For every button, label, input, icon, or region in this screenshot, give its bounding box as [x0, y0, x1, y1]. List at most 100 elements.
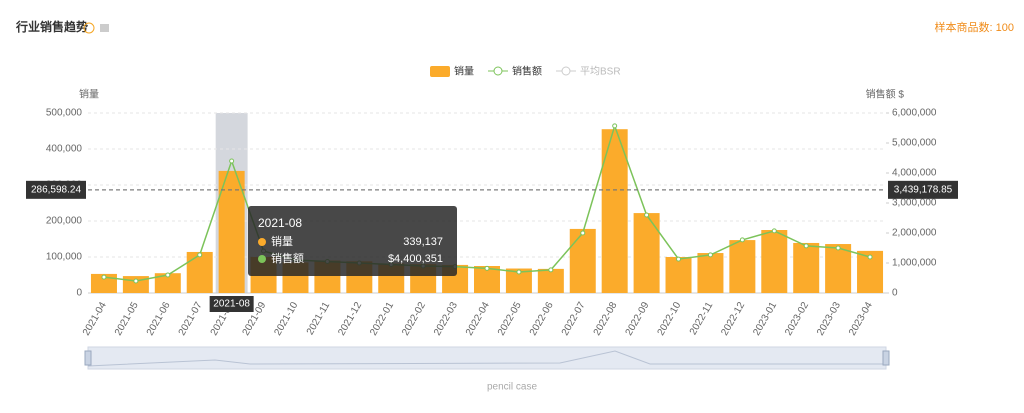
zoom-slider[interactable] [87, 346, 887, 370]
y-tick-label: 100,000 [46, 252, 83, 263]
mark-label-bg [26, 180, 86, 199]
line-point [676, 256, 682, 262]
slider-handle[interactable] [84, 350, 92, 366]
x-tick-label: 2022-07 [560, 300, 588, 338]
x-tick-label: 2021-12 [336, 300, 364, 338]
x-tick-label: 2022-03 [432, 300, 460, 338]
help-icon[interactable] [83, 22, 95, 34]
bar [825, 244, 852, 293]
bar [154, 273, 181, 293]
bar [537, 268, 564, 293]
axis-pointer-label: 2021-08 [213, 299, 250, 310]
bar [761, 230, 788, 293]
y2-tick-label: 5,000,000 [892, 138, 937, 149]
legend-swatch [493, 66, 503, 76]
y2-tick-label: 1,000,000 [892, 258, 937, 269]
legend-label[interactable]: 销售额 [512, 65, 542, 78]
slider-label: pencil case [487, 382, 537, 393]
line-point [133, 278, 139, 284]
x-tick-label: 2022-11 [688, 300, 716, 337]
line-point [803, 243, 809, 249]
x-tick-label: 2022-04 [464, 300, 492, 338]
line-point [835, 245, 841, 251]
y2-tick-label: 3,000,000 [892, 198, 937, 209]
slider-preview [87, 350, 886, 367]
bar [90, 273, 117, 293]
bar [665, 257, 692, 293]
mark-label-bg [888, 180, 958, 199]
line-point [644, 212, 650, 218]
video-icon[interactable] [100, 24, 109, 32]
x-tick-label: 2021-05 [113, 300, 141, 338]
bar [218, 170, 245, 293]
bar [569, 228, 596, 293]
line-point [771, 228, 777, 234]
sample-count: 样本商品数: 100 [935, 20, 1014, 34]
bar [601, 129, 628, 293]
tooltip: 2021-08 销量 339,137 销售额 $4,400,351 [248, 206, 457, 276]
x-tick-label: 2021-04 [81, 300, 109, 338]
x-tick-label: 2021-07 [177, 300, 205, 338]
x-tick-label: 2023-03 [815, 300, 843, 338]
x-tick-label: 2022-09 [624, 300, 652, 338]
line-point [707, 252, 713, 258]
y2-axis-label: 销售额 $ [866, 88, 905, 101]
legend-swatch [561, 66, 571, 76]
y-tick-label: 500,000 [46, 108, 83, 119]
x-tick-label: 2022-10 [656, 300, 684, 338]
legend-label[interactable]: 销量 [454, 65, 474, 78]
y-tick-label: 0 [76, 288, 82, 299]
x-tick-label: 2023-04 [847, 300, 875, 338]
y2-tick-label: 6,000,000 [892, 108, 937, 119]
bar [793, 242, 820, 293]
line-point [101, 274, 107, 280]
slider-handle[interactable] [882, 350, 890, 366]
line-point [612, 123, 618, 129]
bar [186, 251, 213, 293]
x-tick-label: 2023-01 [751, 300, 779, 338]
bar [697, 253, 724, 293]
tooltip-name: 销售额 [271, 251, 304, 265]
x-tick-label: 2022-12 [719, 300, 747, 338]
y-tick-label: 400,000 [46, 144, 83, 155]
tooltip-title: 2021-08 [258, 216, 302, 230]
x-tick-label: 2021-06 [145, 300, 173, 338]
x-tick-label: 2021-11 [305, 300, 333, 337]
title: 行业销售趋势 [15, 19, 88, 34]
legend-swatch [430, 66, 450, 77]
x-tick-label: 2022-01 [368, 300, 396, 338]
legend-label[interactable]: 平均BSR [580, 66, 621, 78]
line-point [516, 269, 522, 275]
mark-label: 3,439,178.85 [894, 184, 953, 195]
x-tick-label: 2022-02 [400, 300, 428, 338]
line-point [548, 267, 554, 273]
tooltip-name: 销量 [271, 234, 293, 248]
bar [729, 240, 756, 293]
x-tick-label: 2022-08 [592, 300, 620, 338]
line-point [867, 254, 873, 260]
y2-tick-label: 4,000,000 [892, 168, 937, 179]
line-point [197, 252, 203, 258]
bar [633, 213, 660, 293]
line-point [165, 272, 171, 278]
mark-label: 286,598.24 [31, 184, 81, 195]
tooltip-value: $4,400,351 [388, 253, 443, 265]
tooltip-dot [258, 238, 266, 246]
line-point [739, 237, 745, 243]
line-point [484, 265, 490, 271]
y-tick-label: 200,000 [46, 216, 83, 227]
x-tick-label: 2021-10 [272, 300, 300, 338]
axis-pointer-bg [209, 296, 254, 312]
x-tick-label: 2022-05 [496, 300, 524, 338]
y2-tick-label: 0 [892, 288, 898, 299]
line-point [229, 158, 235, 164]
tooltip-bg [248, 206, 457, 276]
tooltip-value: 339,137 [403, 236, 443, 248]
y-axis-label: 销量 [79, 88, 99, 101]
x-tick-label: 2022-06 [528, 300, 556, 338]
line-point [580, 230, 586, 236]
y2-tick-label: 2,000,000 [892, 228, 937, 239]
tooltip-dot [258, 255, 266, 263]
